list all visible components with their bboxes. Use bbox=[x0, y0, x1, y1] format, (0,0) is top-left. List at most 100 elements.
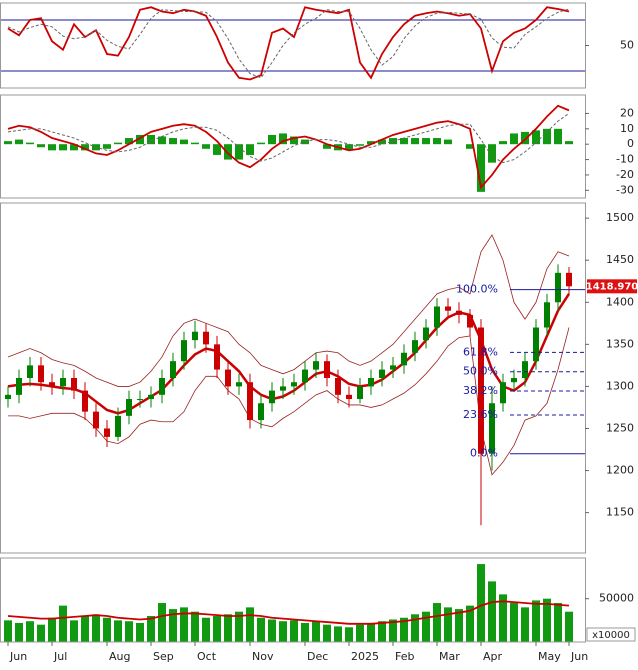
candle-body bbox=[159, 378, 165, 395]
candle-body bbox=[16, 378, 22, 395]
candle-body bbox=[456, 310, 462, 315]
bar bbox=[378, 621, 386, 642]
y-tick-label: 50 bbox=[620, 39, 634, 52]
series-line bbox=[7, 293, 571, 415]
y-tick-label: -30 bbox=[616, 183, 634, 196]
bar bbox=[81, 616, 89, 642]
bar bbox=[455, 609, 463, 642]
candle-body bbox=[302, 369, 308, 383]
bar bbox=[224, 614, 232, 642]
candle-body bbox=[181, 340, 187, 362]
x-tick-label: Feb bbox=[395, 650, 414, 663]
bar bbox=[521, 607, 529, 642]
bar bbox=[345, 627, 353, 642]
bar bbox=[323, 144, 331, 149]
x-tick-label: May bbox=[538, 650, 561, 663]
candle-body bbox=[390, 365, 396, 370]
x-tick-label: Sep bbox=[153, 650, 174, 663]
bar bbox=[158, 603, 166, 642]
candle-body bbox=[247, 382, 253, 421]
candle-body bbox=[60, 378, 66, 387]
y-tick-label: 1350 bbox=[606, 337, 634, 350]
bar bbox=[356, 144, 364, 146]
fib-label: 100.0% bbox=[456, 283, 498, 296]
candle-body bbox=[368, 378, 374, 387]
bar bbox=[444, 607, 452, 642]
candle-body bbox=[478, 327, 484, 454]
candle-body bbox=[324, 361, 330, 378]
x-tick-label: Nov bbox=[252, 650, 274, 663]
panel-frame bbox=[0, 557, 586, 643]
panel-frame bbox=[0, 94, 586, 199]
bar bbox=[466, 144, 474, 149]
candle-body bbox=[280, 386, 286, 391]
bar bbox=[356, 624, 364, 642]
bar bbox=[4, 141, 12, 145]
candle-body bbox=[148, 394, 154, 400]
series-line bbox=[7, 113, 570, 164]
bar bbox=[422, 611, 430, 642]
y-tick-label: 0 bbox=[627, 137, 634, 150]
bar bbox=[554, 128, 562, 145]
candle-body bbox=[544, 302, 550, 328]
y-tick-label: 10 bbox=[620, 122, 634, 135]
y-tick-label: 1400 bbox=[606, 295, 634, 308]
candle-body bbox=[49, 382, 55, 387]
series-line bbox=[7, 104, 570, 190]
y-tick-label: -20 bbox=[616, 168, 634, 181]
bar bbox=[4, 620, 12, 642]
candle-body bbox=[5, 394, 11, 400]
bar bbox=[499, 594, 507, 642]
y-tick-label: 1500 bbox=[606, 211, 634, 224]
bar bbox=[400, 138, 408, 145]
bar bbox=[70, 144, 78, 151]
bar bbox=[103, 617, 111, 642]
bar bbox=[59, 605, 67, 642]
candle-body bbox=[291, 382, 297, 387]
candle-body bbox=[401, 352, 407, 366]
x-tick-label: Aug bbox=[109, 650, 130, 663]
bar bbox=[136, 134, 144, 145]
candle-body bbox=[489, 403, 495, 454]
bar bbox=[48, 617, 56, 642]
bar bbox=[15, 622, 23, 642]
series-line bbox=[7, 6, 570, 81]
bar bbox=[543, 128, 551, 145]
bar bbox=[147, 616, 155, 642]
candle-body bbox=[412, 340, 418, 353]
candle-body bbox=[104, 428, 110, 437]
bar bbox=[158, 136, 166, 145]
bar bbox=[191, 142, 199, 145]
bar bbox=[213, 616, 221, 642]
x-tick-label: Mar bbox=[439, 650, 460, 663]
candle-body bbox=[434, 306, 440, 328]
bar bbox=[81, 144, 89, 151]
y-tick-label: 1300 bbox=[606, 379, 634, 392]
bar bbox=[367, 141, 375, 145]
bar bbox=[114, 142, 122, 145]
series-line bbox=[7, 234, 570, 387]
bar bbox=[312, 621, 320, 642]
bar bbox=[246, 607, 254, 642]
bar bbox=[290, 136, 298, 145]
bar bbox=[257, 617, 265, 642]
bar bbox=[70, 620, 78, 642]
bar bbox=[147, 134, 155, 145]
bar bbox=[213, 144, 221, 155]
candle-body bbox=[214, 344, 220, 370]
candle-body bbox=[71, 378, 77, 391]
y-tick-label: 50000 bbox=[599, 592, 634, 605]
bar bbox=[389, 619, 397, 642]
y-tick-label: -10 bbox=[616, 153, 634, 166]
bar bbox=[488, 581, 496, 642]
candle-body bbox=[93, 411, 99, 429]
candle-body bbox=[467, 314, 473, 328]
candle-body bbox=[423, 327, 429, 341]
unit-box bbox=[586, 627, 636, 642]
bar bbox=[543, 598, 551, 642]
x-tick-label: Apr bbox=[483, 650, 503, 663]
bar bbox=[477, 564, 485, 642]
candle-body bbox=[258, 403, 264, 421]
bar bbox=[477, 144, 485, 192]
bar bbox=[323, 624, 331, 642]
